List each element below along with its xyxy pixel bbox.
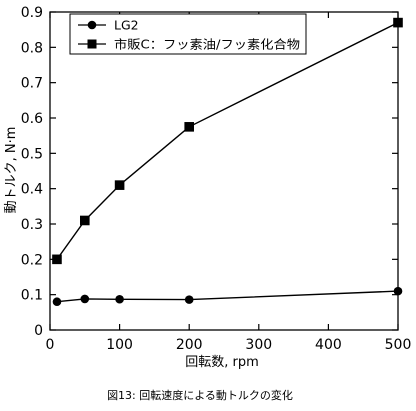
- legend-marker-commercial: [87, 39, 97, 49]
- x-tick-label: 0: [46, 337, 55, 353]
- data-point-lg2: [184, 295, 194, 304]
- x-tick-label: 200: [176, 337, 203, 353]
- y-tick-label: 0.7: [21, 76, 43, 92]
- y-tick-label: 0.9: [21, 5, 43, 21]
- x-tick-label: 300: [245, 337, 272, 353]
- legend-marker-lg2: [87, 20, 97, 30]
- y-tick-label: 0.8: [21, 40, 43, 56]
- data-point-commercial: [80, 215, 90, 226]
- figure-caption: 図13: 回転速度による動トルクの変化: [107, 388, 293, 402]
- legend-label-commercial: 市販C：フッ素油/フッ素化合物: [114, 37, 300, 52]
- plot-frame: [49, 11, 399, 331]
- legend-box: [69, 13, 307, 55]
- y-tick-label: 0.3: [21, 217, 43, 233]
- y-tick-label: 0: [34, 323, 43, 339]
- data-point-commercial: [393, 17, 403, 28]
- data-point-commercial: [114, 180, 125, 190]
- x-tick-label: 500: [385, 337, 412, 353]
- y-tick-label: 0.5: [21, 146, 43, 162]
- series-line-lg2: [56, 290, 399, 303]
- data-point-commercial: [184, 122, 194, 132]
- y-tick-label: 0.4: [21, 182, 43, 198]
- legend-label-lg2: LG2: [114, 18, 139, 33]
- data-point-commercial: [52, 254, 62, 265]
- y-tick-label: 0.2: [21, 252, 43, 268]
- x-tick-label: 400: [315, 337, 342, 353]
- x-axis-label: 回転数, rpm: [185, 355, 259, 370]
- data-point-lg2: [115, 294, 124, 304]
- legend: LG2 市販C：フッ素油/フッ素化合物: [69, 13, 307, 55]
- y-tick-label: 0.1: [21, 288, 43, 304]
- data-point-lg2: [393, 286, 403, 296]
- y-tick-label: 0.6: [21, 111, 43, 127]
- y-axis: 0 0.1 0.2 0.3 0.4 0.5 0.6 0.7 0.8 0.9: [21, 5, 398, 339]
- series-line-commercial: [56, 21, 399, 260]
- data-point-lg2: [52, 297, 62, 307]
- x-axis: 0 100 200 300 400 500: [46, 12, 412, 353]
- x-tick-label: 100: [106, 337, 133, 353]
- data-point-lg2: [80, 294, 90, 304]
- y-axis-label: 動トルク, N·m: [4, 127, 19, 214]
- series-layer: [52, 17, 403, 307]
